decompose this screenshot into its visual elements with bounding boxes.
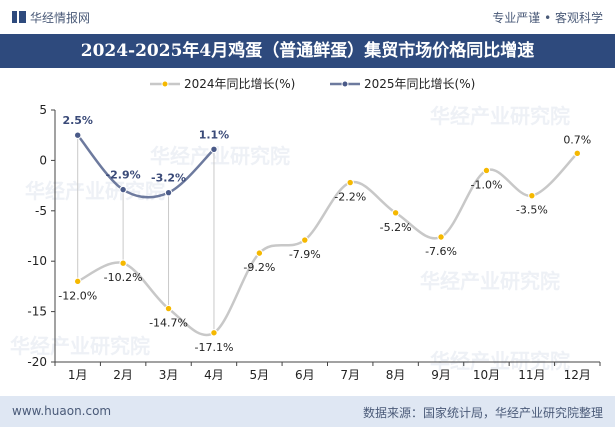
data-point: [164, 304, 173, 313]
brand-name: 华经情报网: [30, 11, 91, 25]
data-label: 0.7%: [563, 133, 591, 146]
legend: 2024年同比增长(%) 2025年同比增长(%): [150, 77, 475, 91]
x-tick-label: 9月: [431, 368, 451, 382]
data-point: [346, 178, 354, 187]
y-tick-label: -20: [27, 355, 47, 369]
data-point: [210, 329, 218, 337]
data-label: -3.5%: [516, 204, 548, 217]
data-point: [119, 185, 127, 194]
data-point: [255, 249, 264, 257]
x-tick-label: 10月: [473, 368, 500, 382]
y-tick-label: -5: [35, 204, 47, 218]
series-line-1: [76, 134, 215, 199]
line-chart: 华经产业研究院华经产业研究院华经产业研究院华经产业研究院华经产业研究院华经产业研…: [10, 77, 601, 382]
tagline: 专业严谨 • 客观科学: [492, 11, 603, 25]
data-point: [391, 209, 400, 217]
watermark-text: 华经产业研究院: [430, 104, 570, 128]
data-label: -14.7%: [149, 317, 188, 330]
data-label: -7.6%: [425, 245, 457, 258]
footer-site: www.huaon.com: [12, 404, 112, 418]
data-point: [482, 166, 491, 175]
data-label: -12.0%: [58, 289, 97, 302]
data-label: -17.1%: [194, 341, 233, 354]
data-labels: -12.0% -10.2% -14.7% -17.1% -9.2% -7.9% -2.2% -…: [58, 114, 591, 354]
legend-label: 2024年同比增长(%): [184, 77, 295, 91]
data-point: [119, 259, 127, 267]
brand: 华经情报网: [12, 9, 90, 26]
y-tick-label: 5: [39, 103, 47, 117]
footer-source: 数据来源：国家统计局，华经产业研究院整理: [362, 406, 603, 420]
x-tick-label: 2月: [113, 368, 133, 382]
series-points: [74, 131, 581, 337]
data-label: 1.1%: [199, 128, 230, 141]
data-label: -1.0%: [470, 178, 502, 191]
x-tick-label: 12月: [564, 368, 591, 382]
data-label: 2.5%: [62, 114, 93, 127]
data-label: -5.2%: [380, 221, 412, 234]
axis-layer: 5 0 -5 -10 -15 -20 1月 2月 3月 4月 5月 6月 7月 8月 9月 10月 11月 12月: [27, 103, 601, 382]
data-point: [437, 233, 445, 241]
data-point: [74, 131, 82, 139]
watermark-text: 华经产业研究院: [10, 334, 150, 358]
watermark-text: 华经产业研究院: [430, 349, 570, 373]
data-point: [528, 191, 536, 200]
watermark-text: 华经产业研究院: [25, 179, 165, 203]
data-label: -7.9%: [289, 248, 321, 261]
x-tick-label: 8月: [386, 368, 406, 382]
data-label: -9.2%: [243, 261, 275, 274]
x-tick-label: 1月: [68, 368, 88, 382]
data-point: [573, 149, 581, 158]
legend-marker: [161, 80, 169, 88]
x-tick-label: 6月: [295, 368, 315, 382]
data-label: -3.2%: [151, 172, 186, 185]
data-point: [210, 145, 218, 154]
data-point: [74, 277, 82, 286]
x-tick-label: 3月: [159, 368, 179, 382]
x-tick-label: 4月: [204, 368, 224, 382]
data-label: -10.2%: [104, 271, 143, 284]
x-tick-label: 7月: [340, 368, 360, 382]
drop-lines: [77, 135, 215, 333]
x-tick-label: 5月: [250, 368, 270, 382]
y-tick-label: 0: [39, 153, 47, 167]
data-label: -2.2%: [334, 191, 366, 204]
watermark-text: 华经产业研究院: [420, 269, 560, 293]
y-tick-label: -15: [27, 305, 47, 319]
footer: www.huaon.com 数据来源：国家统计局，华经产业研究院整理: [0, 396, 615, 427]
watermark-layer: 华经产业研究院华经产业研究院华经产业研究院华经产业研究院华经产业研究院华经产业研…: [10, 104, 570, 373]
legend-marker: [341, 80, 349, 88]
data-point: [164, 188, 173, 197]
chart-title: 2024-2025年4月鸡蛋（普通鲜蛋）集贸市场价格同比增速: [0, 34, 615, 68]
top-bar: 华经情报网 专业严谨 • 客观科学: [0, 0, 615, 34]
y-tick-label: -10: [27, 254, 47, 268]
watermark-text: 华经产业研究院: [150, 144, 290, 168]
data-point: [301, 236, 309, 244]
brand-logo-icon: [12, 11, 26, 23]
data-label: -2.9%: [106, 169, 141, 182]
legend-label: 2025年同比增长(%): [364, 77, 475, 91]
x-tick-label: 11月: [518, 368, 545, 382]
